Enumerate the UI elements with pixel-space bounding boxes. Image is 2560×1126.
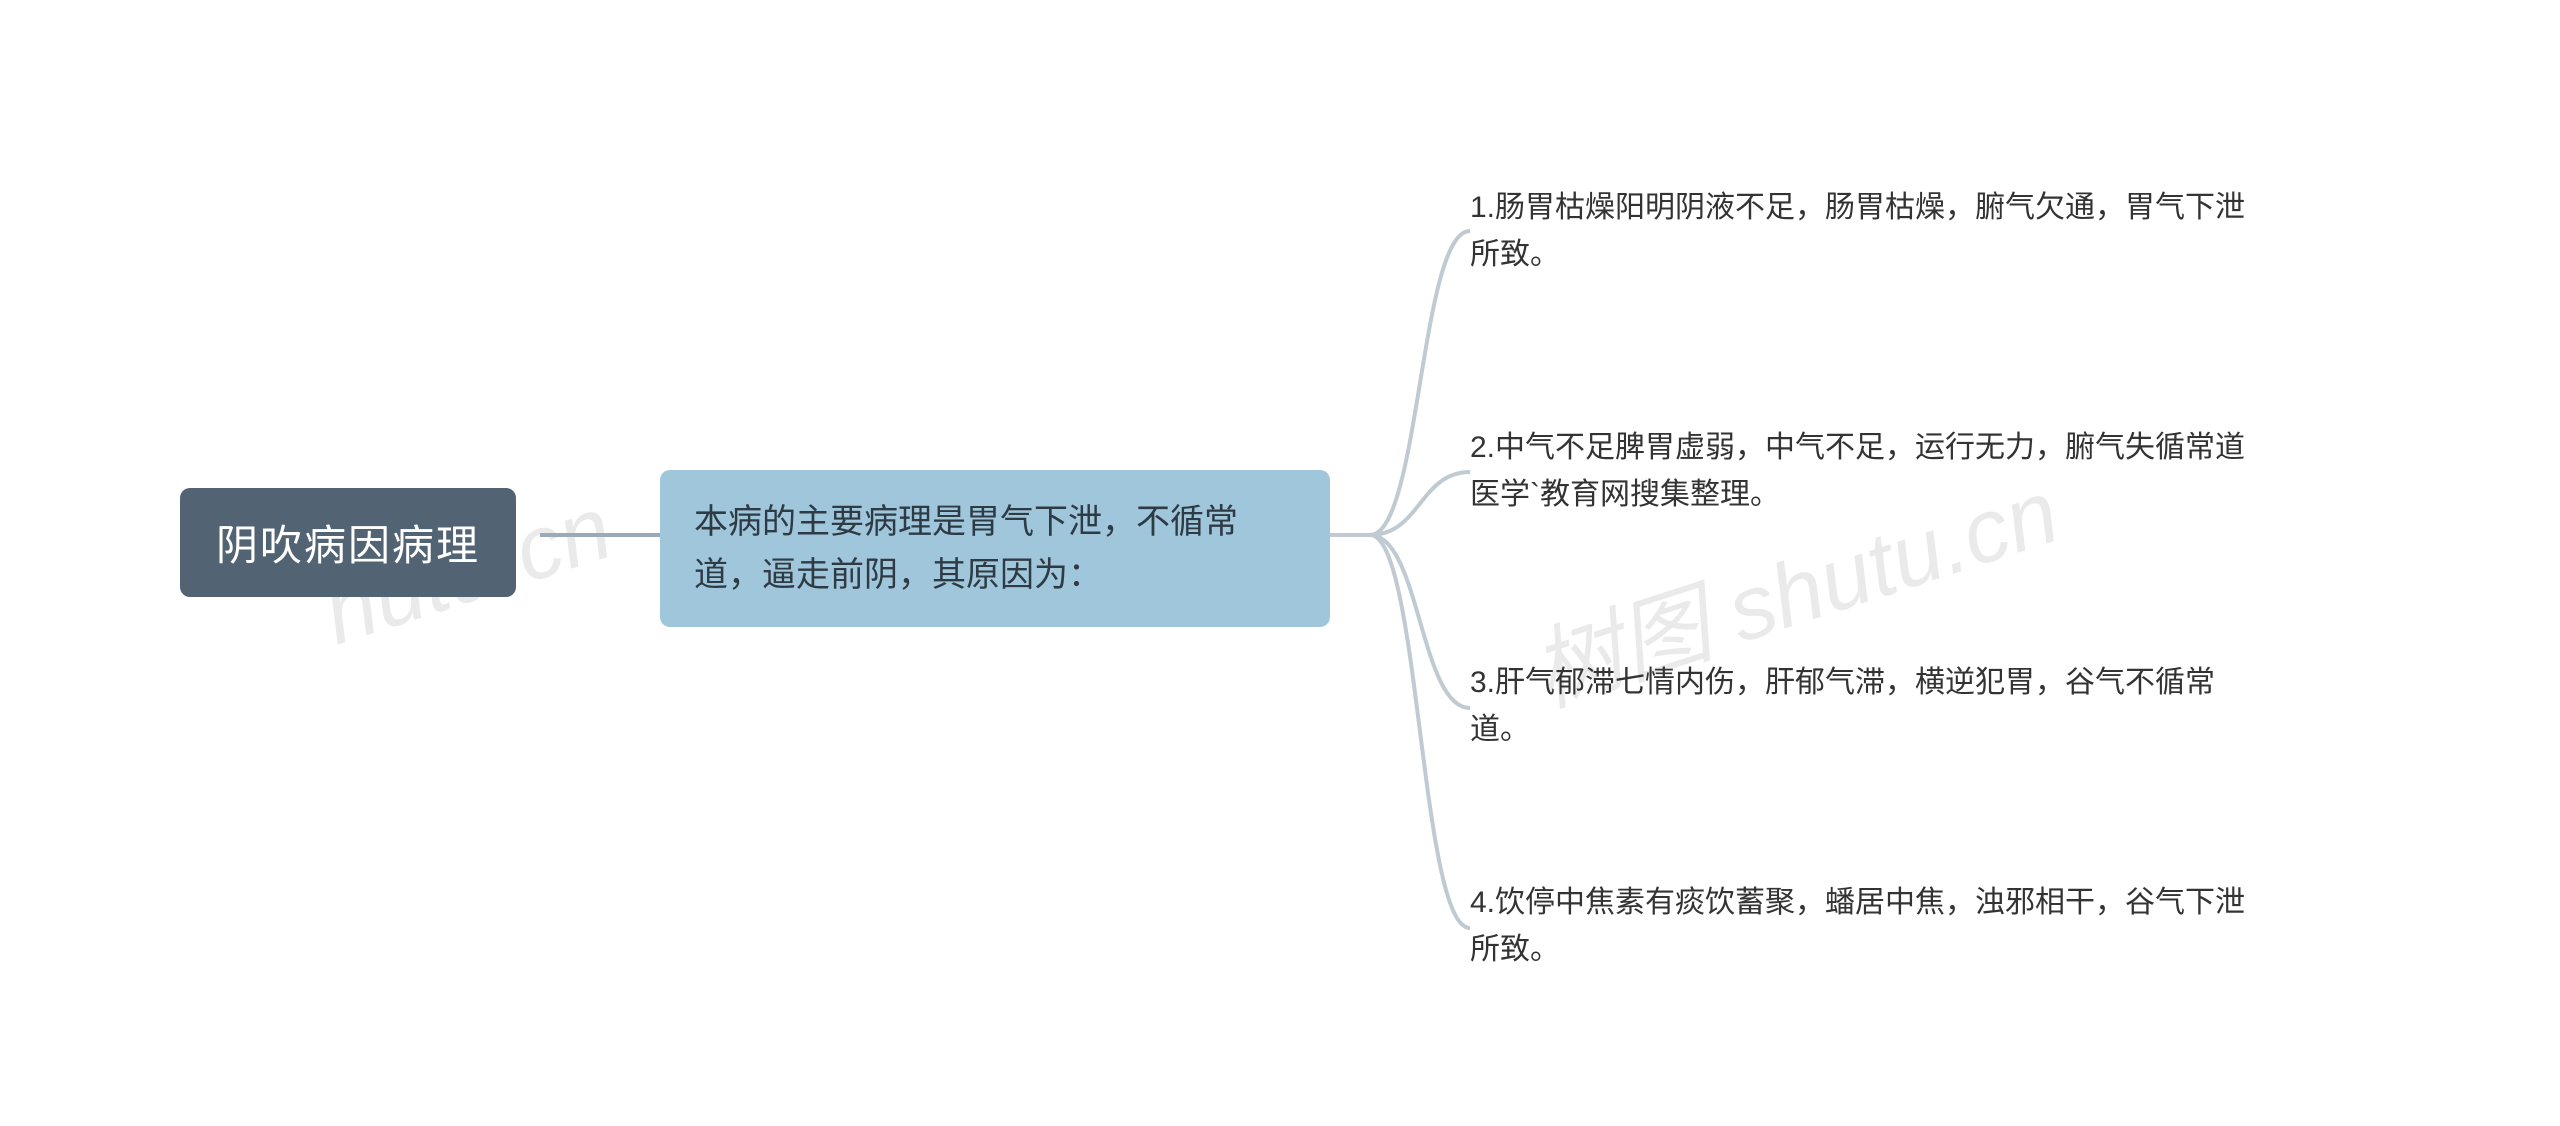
mindmap-branch-node[interactable]: 本病的主要病理是胃气下泄，不循常道，逼走前阴，其原因为： xyxy=(660,470,1330,627)
leaf-label: 4.饮停中焦素有痰饮蓄聚，蟠居中焦，浊邪相干，谷气下泄所致。 xyxy=(1470,880,2250,973)
leaf-label: 1.肠胃枯燥阳明阴液不足，肠胃枯燥，腑气欠通，胃气下泄所致。 xyxy=(1470,185,2250,278)
leaf-label: 3.肝气郁滞七情内伤，肝郁气滞，横逆犯胃，谷气不循常道。 xyxy=(1470,660,2250,753)
mindmap-leaf-node[interactable]: 1.肠胃枯燥阳明阴液不足，肠胃枯燥，腑气欠通，胃气下泄所致。 xyxy=(1470,185,2250,278)
root-label: 阴吹病因病理 xyxy=(216,512,480,573)
mindmap-leaf-node[interactable]: 3.肝气郁滞七情内伤，肝郁气滞，横逆犯胃，谷气不循常道。 xyxy=(1470,660,2250,753)
mindmap-leaf-node[interactable]: 2.中气不足脾胃虚弱，中气不足，运行无力，腑气失循常道医学`教育网搜集整理。 xyxy=(1470,425,2250,518)
leaf-label: 2.中气不足脾胃虚弱，中气不足，运行无力，腑气失循常道医学`教育网搜集整理。 xyxy=(1470,425,2250,518)
branch-label: 本病的主要病理是胃气下泄，不循常道，逼走前阴，其原因为： xyxy=(694,496,1296,601)
mindmap-leaf-node[interactable]: 4.饮停中焦素有痰饮蓄聚，蟠居中焦，浊邪相干，谷气下泄所致。 xyxy=(1470,880,2250,973)
mindmap-root-node[interactable]: 阴吹病因病理 xyxy=(180,488,516,597)
